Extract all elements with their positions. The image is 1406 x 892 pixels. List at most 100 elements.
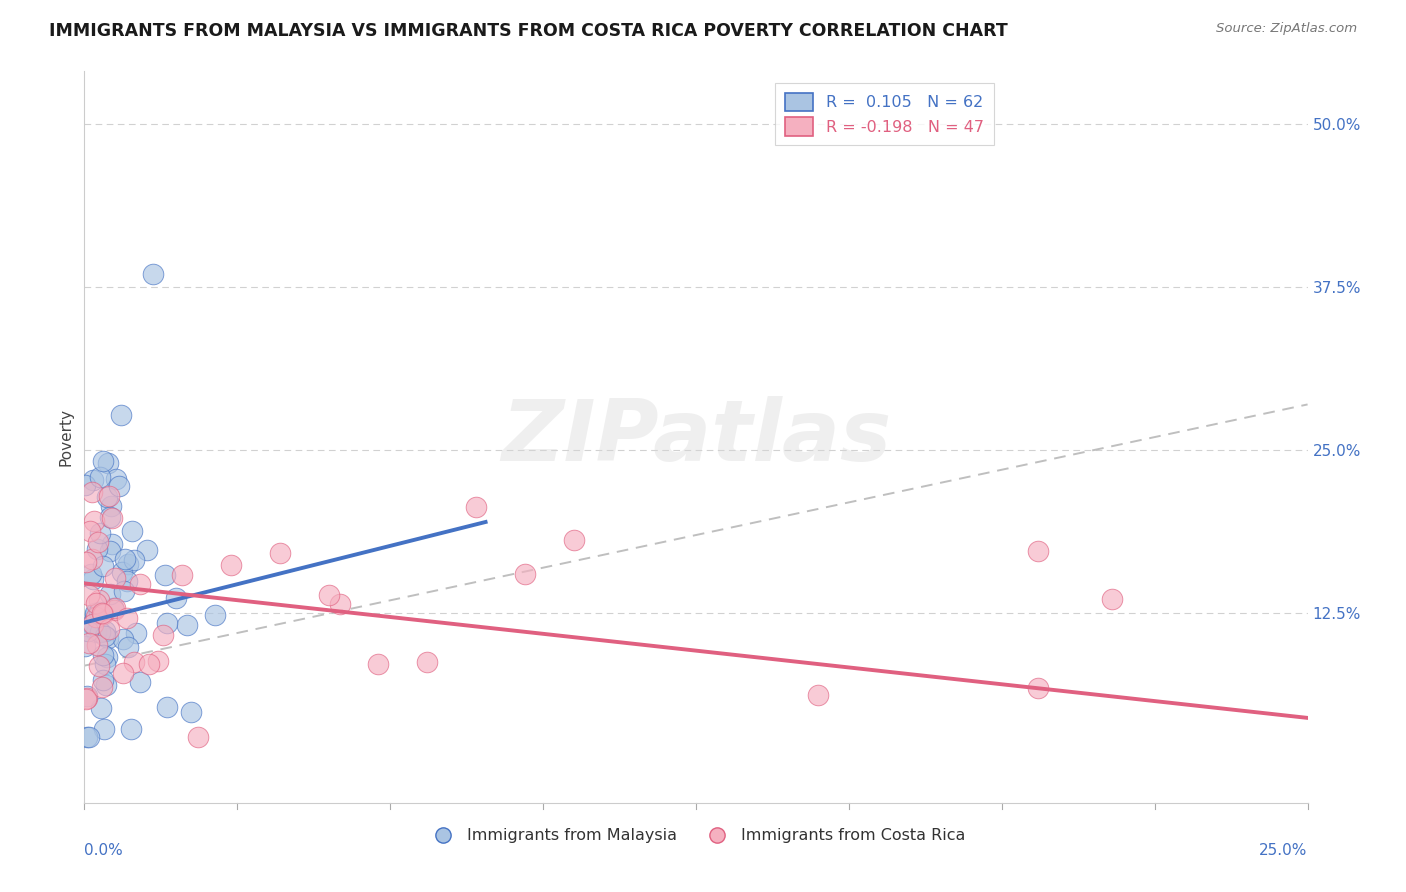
Point <box>98 622 121 636</box>
Point <box>79 524 101 538</box>
Point <box>1028 544 1050 558</box>
Point <box>117 558 139 572</box>
Point <box>93 648 115 663</box>
Point <box>89 526 111 541</box>
Point <box>77 731 100 745</box>
Point <box>138 657 160 672</box>
Point <box>172 568 194 582</box>
Point <box>94 657 117 671</box>
Point <box>90 701 112 715</box>
Point <box>80 566 103 581</box>
Point <box>84 608 107 623</box>
Point <box>155 616 177 631</box>
Text: 0.0%: 0.0% <box>84 843 124 858</box>
Point <box>94 678 117 692</box>
Point <box>94 624 117 638</box>
Point <box>152 628 174 642</box>
Point <box>114 551 136 566</box>
Point <box>110 408 132 422</box>
Point <box>91 606 114 620</box>
Text: Source: ZipAtlas.com: Source: ZipAtlas.com <box>1216 22 1357 36</box>
Point <box>176 618 198 632</box>
Point <box>104 472 127 486</box>
Point <box>89 605 111 619</box>
Point <box>90 680 112 694</box>
Point <box>86 638 108 652</box>
Point <box>89 625 111 640</box>
Point <box>84 625 107 640</box>
Point <box>1101 591 1123 606</box>
Point <box>148 654 170 668</box>
Point <box>87 658 110 673</box>
Point <box>76 689 98 703</box>
Text: 25.0%: 25.0% <box>1260 843 1308 858</box>
Point <box>86 596 108 610</box>
Point <box>91 673 114 688</box>
Point <box>219 558 242 572</box>
Point <box>83 514 105 528</box>
Point <box>82 617 104 632</box>
Point <box>75 555 97 569</box>
Point <box>97 489 120 503</box>
Point <box>129 675 152 690</box>
Point <box>86 542 108 557</box>
Point <box>124 553 146 567</box>
Point <box>122 655 145 669</box>
Point <box>82 616 104 631</box>
Point <box>513 566 536 581</box>
Point <box>204 607 226 622</box>
Point <box>464 500 486 514</box>
Point <box>87 535 110 549</box>
Point <box>97 631 120 645</box>
Point <box>75 477 97 491</box>
Point <box>111 665 134 680</box>
Point <box>269 546 291 560</box>
Point <box>98 544 121 558</box>
Point <box>76 624 98 639</box>
Point <box>318 588 340 602</box>
Point <box>101 511 124 525</box>
Point <box>100 499 122 513</box>
Point <box>96 490 118 504</box>
Point <box>155 568 177 582</box>
Point <box>77 635 100 649</box>
Point <box>112 584 135 599</box>
Legend: Immigrants from Malaysia, Immigrants from Costa Rica: Immigrants from Malaysia, Immigrants fro… <box>420 822 972 850</box>
Point <box>82 572 104 586</box>
Point <box>1028 681 1050 695</box>
Point <box>103 603 125 617</box>
Point <box>117 640 139 654</box>
Y-axis label: Poverty: Poverty <box>58 408 73 467</box>
Point <box>91 558 114 573</box>
Point <box>187 731 209 745</box>
Point <box>807 688 830 702</box>
Point <box>367 657 389 672</box>
Point <box>91 607 114 621</box>
Point <box>84 607 107 621</box>
Point <box>562 533 585 548</box>
Point <box>75 639 97 653</box>
Point <box>129 577 152 591</box>
Point <box>115 574 138 589</box>
Point <box>89 470 111 484</box>
Point <box>115 611 138 625</box>
Point <box>84 609 107 624</box>
Point <box>103 600 125 615</box>
Point <box>104 571 127 585</box>
Point <box>76 691 98 706</box>
Point <box>121 524 143 538</box>
Point <box>329 597 352 611</box>
Point <box>180 705 202 719</box>
Point <box>103 601 125 615</box>
Text: IMMIGRANTS FROM MALAYSIA VS IMMIGRANTS FROM COSTA RICA POVERTY CORRELATION CHART: IMMIGRANTS FROM MALAYSIA VS IMMIGRANTS F… <box>49 22 1008 40</box>
Point <box>94 629 117 643</box>
Point <box>77 589 100 603</box>
Point <box>416 655 439 669</box>
Point <box>142 267 165 281</box>
Point <box>108 479 131 493</box>
Point <box>91 454 114 468</box>
Point <box>97 456 120 470</box>
Point <box>135 543 157 558</box>
Point <box>87 593 110 607</box>
Point <box>93 722 115 736</box>
